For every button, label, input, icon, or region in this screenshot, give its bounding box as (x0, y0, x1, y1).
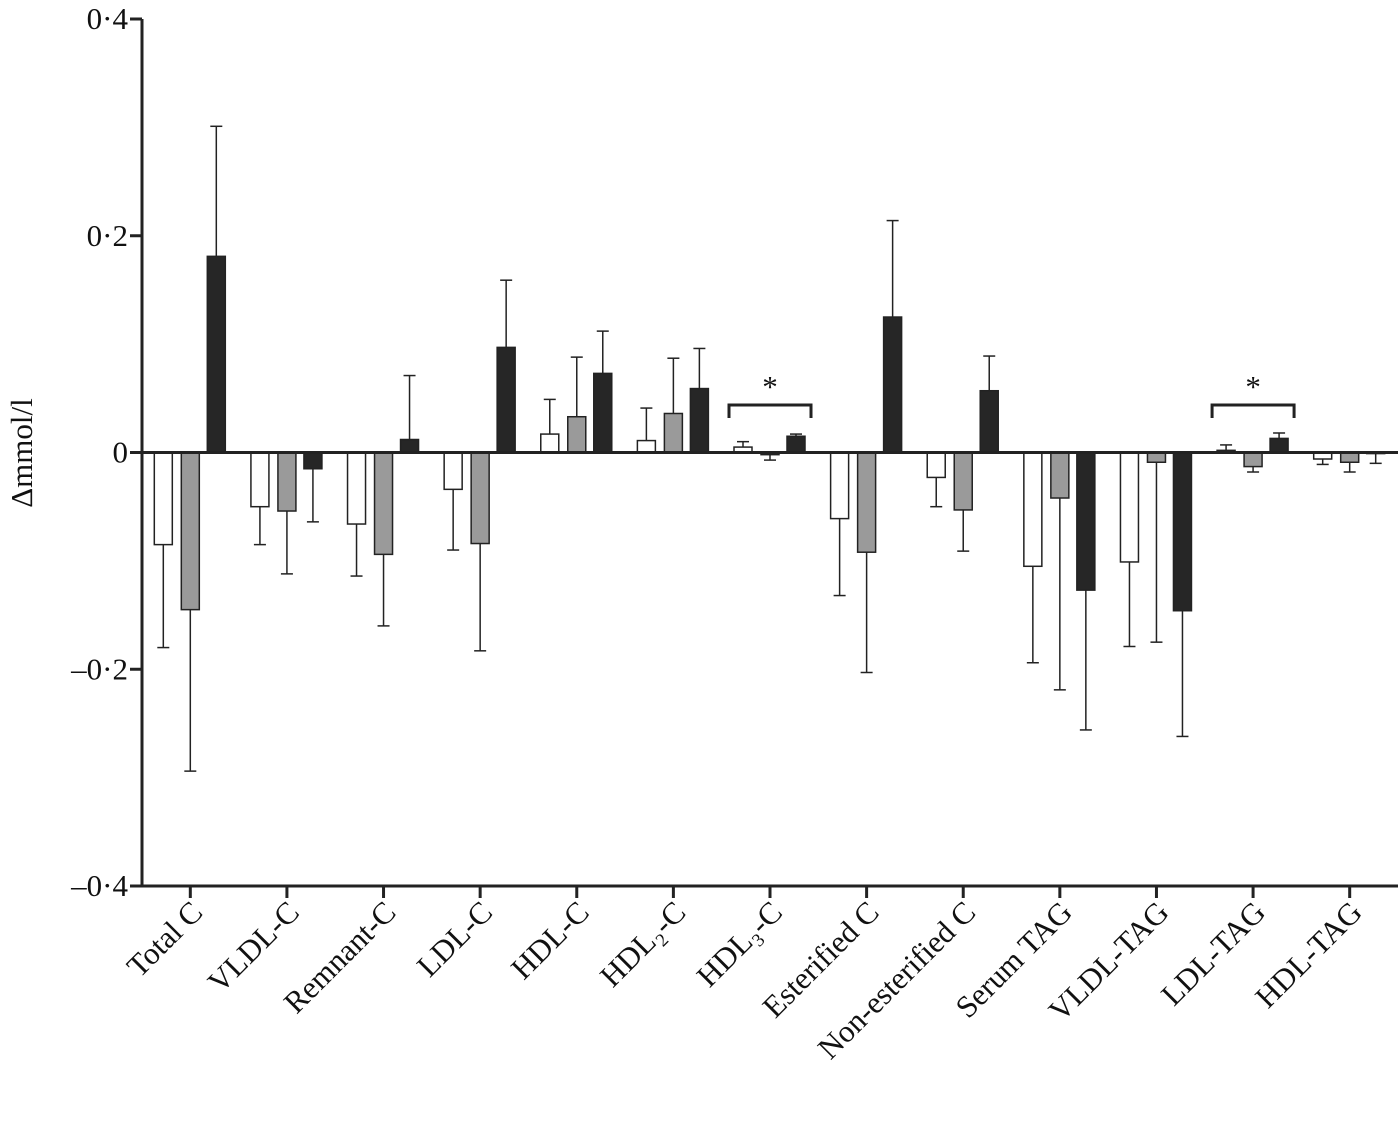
bar (346, 451, 367, 525)
bar (829, 451, 850, 520)
bar (1023, 451, 1043, 568)
bar (926, 451, 946, 479)
bar (689, 387, 710, 454)
bar (443, 451, 463, 491)
bar (1050, 451, 1070, 499)
x-tick-label: HDL₂-C (593, 894, 692, 993)
y-tick-label: –0·4 (70, 868, 128, 903)
significance-bracket (1210, 403, 1296, 418)
annotation: * (762, 369, 778, 404)
bar (593, 372, 613, 454)
x-tick-label: HDL-C (504, 894, 596, 986)
x-tick-label: HDL-TAG (1248, 894, 1368, 1014)
y-tick-label: 0·2 (87, 218, 128, 253)
bar (399, 438, 420, 454)
bar (567, 415, 587, 454)
bar (1076, 451, 1096, 591)
annotation: * (1245, 369, 1261, 404)
bar (882, 316, 903, 454)
x-tick-label: HDL₃-C (690, 894, 789, 993)
bar (303, 451, 323, 470)
bar (153, 451, 174, 546)
x-tick-label: Total C (120, 894, 210, 984)
bar (1243, 451, 1263, 468)
y-tick-label: 0·4 (87, 1, 129, 36)
bar (496, 346, 516, 454)
bar (636, 439, 657, 454)
bar (1119, 451, 1140, 563)
bar (1269, 437, 1289, 454)
bar (663, 412, 684, 454)
bar (277, 451, 297, 512)
bar (856, 451, 877, 553)
bar (786, 435, 806, 454)
y-tick-label: –0·2 (70, 651, 128, 686)
y-tick-label: 0 (113, 435, 129, 470)
bar (470, 451, 490, 545)
bar (1172, 451, 1193, 612)
significance-bracket (727, 403, 813, 418)
x-tick-label: LDL-C (410, 894, 499, 983)
y-axis-label: Δmmol/l (4, 398, 39, 508)
bar (250, 451, 270, 508)
bar (979, 389, 999, 454)
bar (953, 451, 973, 511)
bar (540, 433, 560, 454)
bar (206, 255, 227, 454)
bar (373, 451, 394, 556)
bar (180, 451, 201, 611)
